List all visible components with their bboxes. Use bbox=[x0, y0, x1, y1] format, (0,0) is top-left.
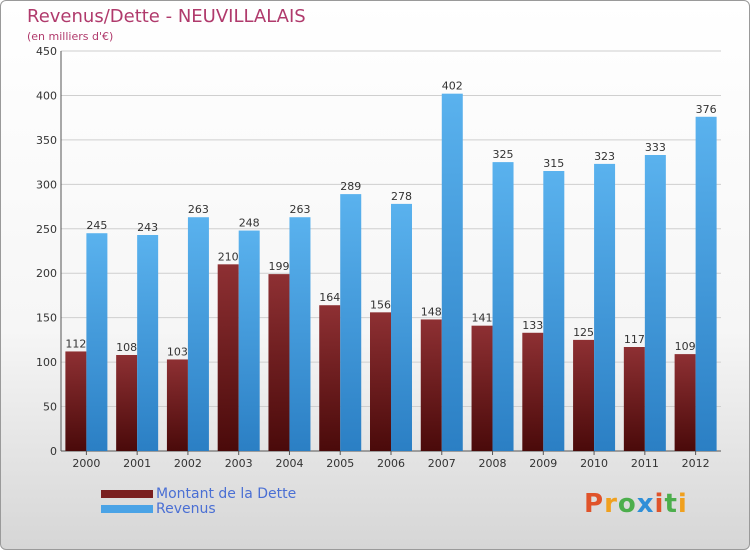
debt-bar bbox=[674, 354, 696, 451]
y-tick-label: 200 bbox=[36, 267, 57, 280]
revenue-bar bbox=[391, 203, 412, 451]
revenue-bar bbox=[441, 93, 463, 452]
y-tick-label: 100 bbox=[36, 356, 57, 369]
x-tick-label: 2008 bbox=[479, 457, 507, 470]
legend-swatch-revenus bbox=[101, 505, 153, 513]
debt-bar bbox=[166, 359, 188, 451]
x-tick-label: 2006 bbox=[377, 457, 405, 470]
revenue-bar bbox=[340, 194, 362, 451]
x-tick-label: 2009 bbox=[529, 457, 557, 470]
legend-label-dette: Montant de la Dette bbox=[156, 486, 297, 502]
debt-value-label: 103 bbox=[167, 345, 188, 358]
revenue-value-label: 289 bbox=[340, 180, 361, 193]
chart-subtitle: (en milliers d'€) bbox=[27, 30, 114, 43]
y-tick-label: 450 bbox=[36, 45, 57, 58]
debt-value-label: 156 bbox=[370, 298, 391, 311]
revenue-bar bbox=[492, 162, 514, 451]
debt-value-label: 125 bbox=[573, 326, 594, 339]
legend-label-revenus: Revenus bbox=[156, 501, 216, 517]
debt-value-label: 141 bbox=[472, 312, 493, 325]
revenue-value-label: 243 bbox=[137, 221, 158, 234]
x-tick-label: 2004 bbox=[275, 457, 303, 470]
y-tick-label: 50 bbox=[43, 401, 57, 414]
debt-value-label: 112 bbox=[65, 337, 86, 350]
legend-swatch-dette bbox=[101, 490, 153, 498]
debt-bar bbox=[471, 325, 493, 451]
revenue-bar bbox=[137, 235, 159, 451]
x-tick-label: 2001 bbox=[123, 457, 151, 470]
debt-bar bbox=[217, 264, 239, 451]
y-tick-label: 250 bbox=[36, 223, 57, 236]
debt-bar bbox=[370, 312, 391, 451]
debt-bar bbox=[573, 339, 595, 451]
x-tick-label: 2007 bbox=[428, 457, 456, 470]
x-tick-label: 2000 bbox=[72, 457, 100, 470]
revenue-value-label: 263 bbox=[188, 203, 209, 216]
debt-value-label: 133 bbox=[522, 319, 543, 332]
revenue-value-label: 278 bbox=[391, 190, 412, 203]
debt-value-label: 148 bbox=[421, 305, 442, 318]
y-tick-label: 350 bbox=[36, 134, 57, 147]
debt-bar bbox=[268, 274, 290, 451]
debt-value-label: 164 bbox=[319, 291, 340, 304]
revenue-bar bbox=[86, 233, 108, 451]
proxiti-logo: Proxiti bbox=[584, 489, 688, 519]
debt-value-label: 199 bbox=[268, 260, 289, 273]
x-tick-label: 2002 bbox=[174, 457, 202, 470]
revenue-value-label: 333 bbox=[645, 141, 666, 154]
revenue-bar bbox=[695, 116, 717, 452]
revenue-value-label: 325 bbox=[493, 148, 514, 161]
revenue-value-label: 245 bbox=[86, 219, 107, 232]
x-tick-label: 2012 bbox=[682, 457, 710, 470]
revenue-bar bbox=[289, 217, 311, 451]
debt-value-label: 117 bbox=[624, 333, 645, 346]
y-tick-label: 0 bbox=[50, 445, 57, 458]
x-tick-label: 2011 bbox=[631, 457, 659, 470]
debt-value-label: 210 bbox=[218, 250, 239, 263]
revenue-value-label: 248 bbox=[239, 217, 260, 230]
x-tick-label: 2005 bbox=[326, 457, 354, 470]
y-tick-label: 400 bbox=[36, 89, 57, 102]
revenue-value-label: 263 bbox=[289, 203, 310, 216]
debt-bar bbox=[65, 351, 87, 451]
debt-value-label: 108 bbox=[116, 341, 137, 354]
debt-bar bbox=[623, 347, 645, 451]
revenue-value-label: 402 bbox=[442, 80, 463, 93]
revenue-bar bbox=[187, 217, 209, 451]
y-tick-label: 300 bbox=[36, 178, 57, 191]
revenue-bar bbox=[238, 230, 260, 451]
revenue-bar bbox=[543, 171, 565, 451]
revenue-value-label: 376 bbox=[696, 103, 717, 116]
revenue-value-label: 323 bbox=[594, 150, 615, 163]
x-tick-label: 2010 bbox=[580, 457, 608, 470]
y-tick-label: 150 bbox=[36, 312, 57, 325]
chart-title: Revenus/Dette - NEUVILLALAIS bbox=[27, 6, 306, 27]
debt-value-label: 109 bbox=[675, 340, 696, 353]
debt-bar bbox=[522, 332, 544, 451]
revenue-bar bbox=[644, 155, 666, 451]
x-tick-label: 2003 bbox=[225, 457, 253, 470]
debt-bar bbox=[116, 355, 138, 451]
revenue-bar bbox=[594, 163, 616, 451]
debt-bar bbox=[319, 305, 341, 451]
debt-bar bbox=[420, 319, 442, 451]
revenue-value-label: 315 bbox=[543, 157, 564, 170]
